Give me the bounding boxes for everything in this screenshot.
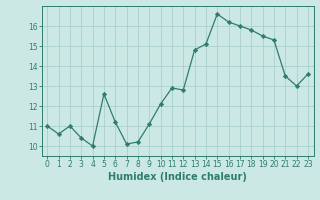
X-axis label: Humidex (Indice chaleur): Humidex (Indice chaleur) [108,172,247,182]
